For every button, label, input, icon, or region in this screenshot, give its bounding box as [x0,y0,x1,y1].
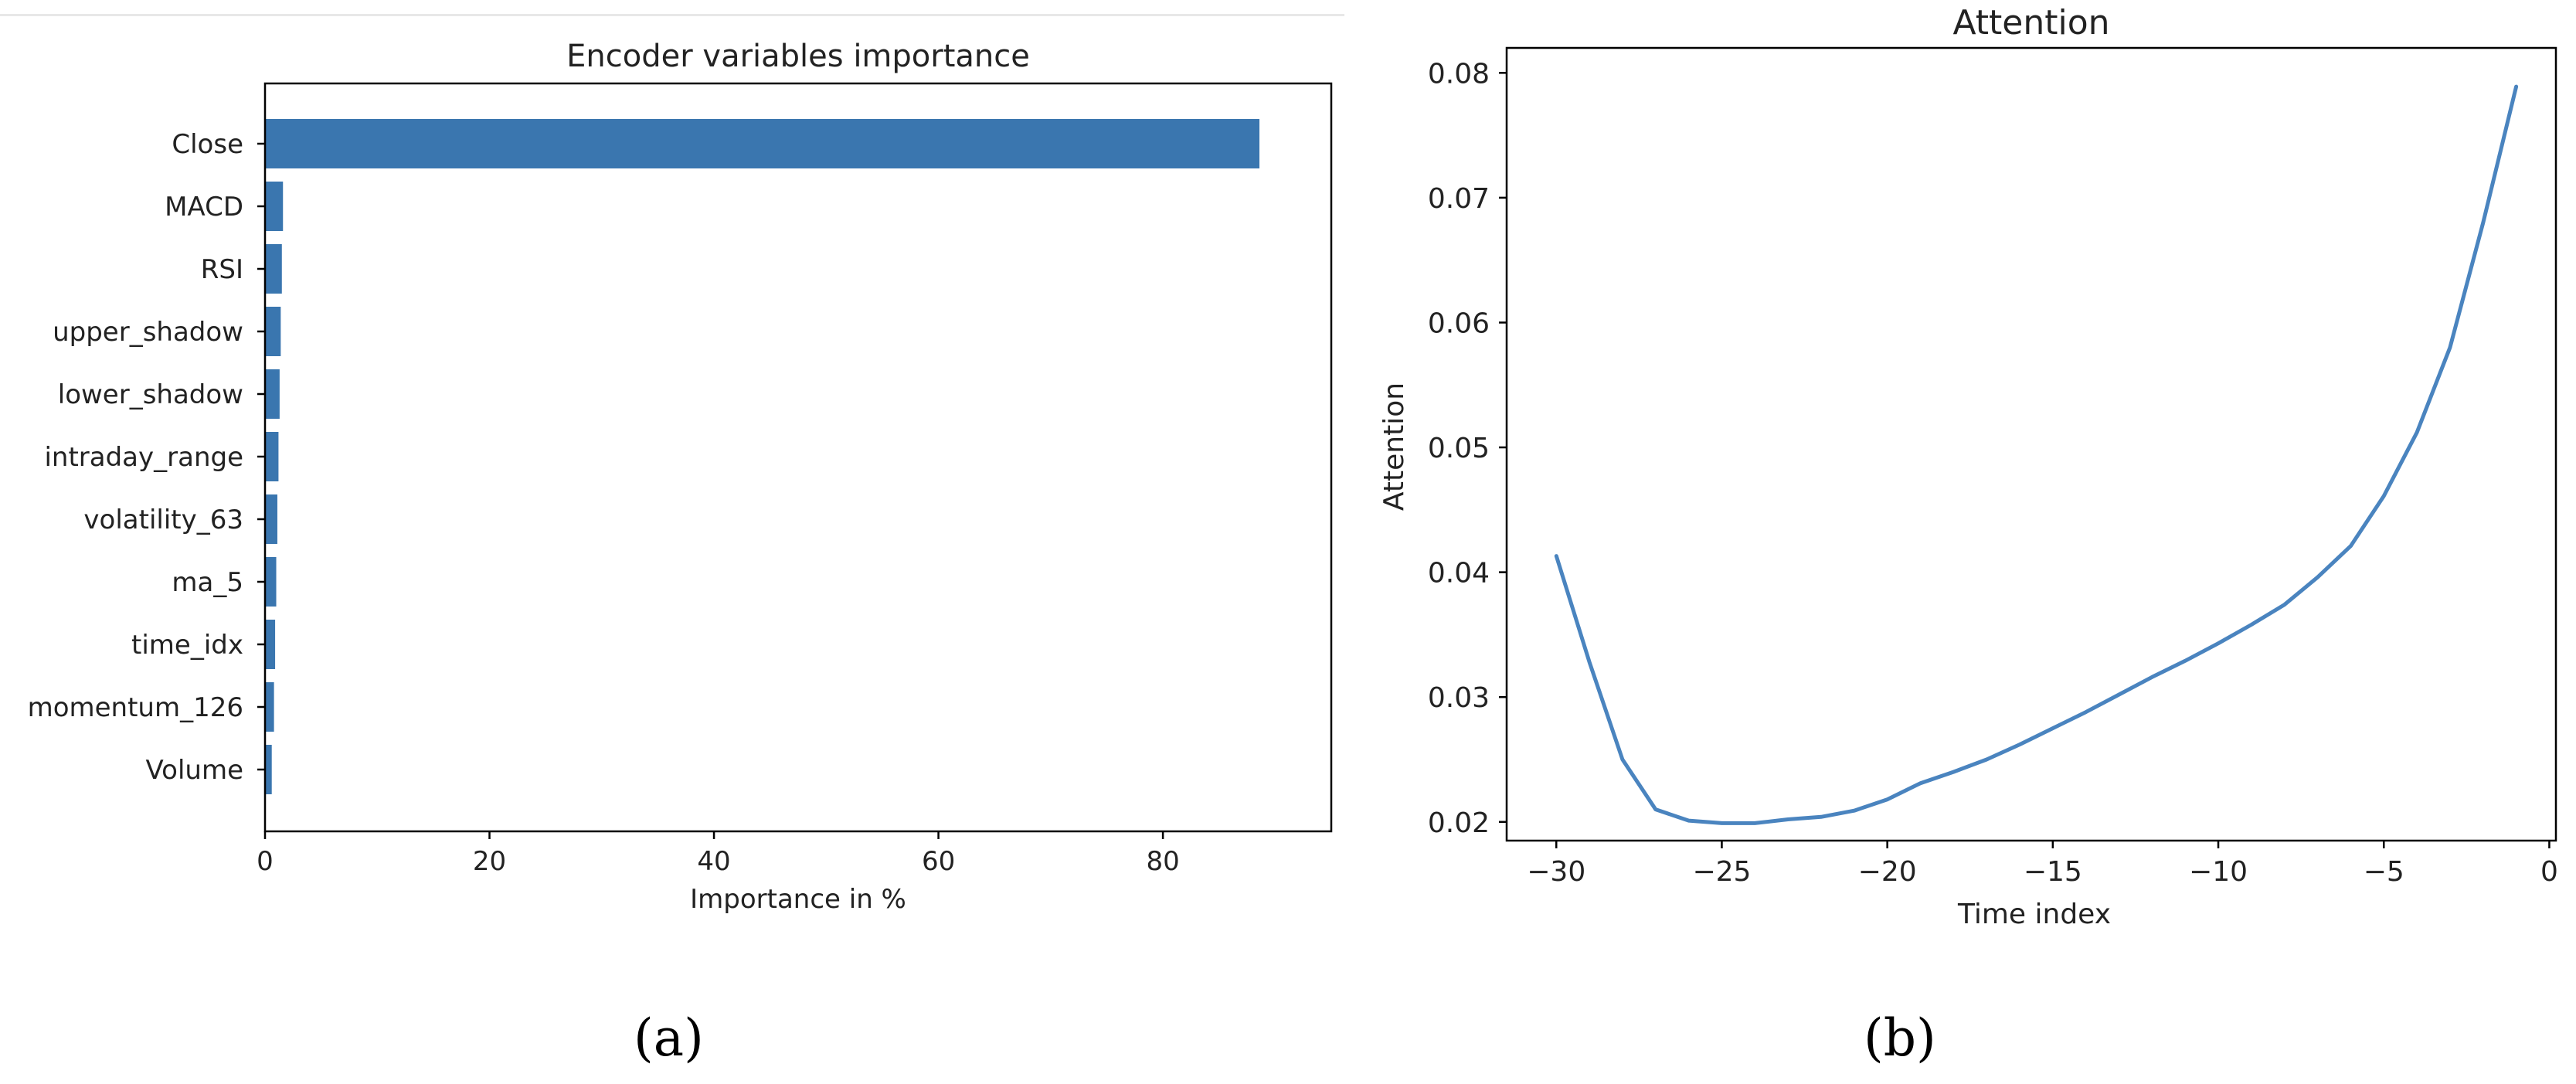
top-rule [0,14,1344,16]
ytick-label: RSI [201,254,243,285]
xtick-label: −15 [2024,856,2082,888]
bar-intraday-range [265,432,279,481]
xtick-label: 20 [473,846,506,877]
xtick-label: −20 [1858,856,1917,888]
ytick-label: volatility_63 [83,505,243,535]
bar-time-idx [265,620,276,669]
ytick-label: 0.05 [1428,433,1490,464]
ytick-label: Close [172,129,243,160]
caption-a: (a) [634,1008,704,1068]
ytick-label: momentum_126 [28,692,243,723]
attention-chart-axes-frame [1505,46,2557,842]
importance-chart-xlabel: Importance in % [690,884,906,915]
ytick-label: upper_shadow [53,317,243,348]
importance-chart-title: Encoder variables importance [566,39,1030,74]
bar-macd [265,182,284,231]
ytick-label: 0.06 [1428,308,1490,339]
bar-volatility-63 [265,494,277,544]
ytick-label: 0.04 [1428,558,1490,590]
attention-series-line [1554,84,2519,825]
xtick-label: 80 [1146,846,1179,877]
bar-rsi [265,244,282,294]
ytick-label: 0.07 [1428,183,1490,215]
ytick-label: intraday_range [44,442,243,473]
xtick-label: 0 [2540,856,2558,888]
bar-momentum-126 [265,682,274,732]
xtick-label: −10 [2189,856,2248,888]
bar-ma-5 [265,557,277,607]
ytick-label: time_idx [131,630,243,661]
importance-chart: Encoder variables importance Close MACD RS… [28,39,1333,915]
xtick-label: −30 [1527,856,1585,888]
xtick-label: 0 [257,846,274,877]
ytick-label: 0.08 [1428,58,1490,90]
caption-b: (b) [1864,1008,1936,1068]
attention-chart-title: Attention [1952,3,2109,42]
ytick-label: 0.02 [1428,807,1490,839]
attention-chart: Attention 0.02 0.03 0.04 0.05 0.06 0.07 0.08 −… [1378,3,2558,930]
xtick-label: −5 [2364,856,2404,888]
ytick-label: 0.03 [1428,682,1490,714]
xtick-label: 40 [697,846,730,877]
bar-volume [265,745,272,794]
attention-chart-xlabel: Time index [1957,899,2111,930]
ytick-label: Volume [146,755,243,786]
attention-chart-ylabel: Attention [1378,382,1410,511]
bar-close [265,119,1260,168]
xtick-label: −25 [1692,856,1751,888]
ytick-label: lower_shadow [58,379,243,410]
ytick-label: ma_5 [172,567,243,598]
bar-lower-shadow [265,369,280,419]
bar-upper-shadow [265,307,281,356]
xtick-label: 60 [922,846,955,877]
ytick-label: MACD [165,192,243,223]
importance-chart-axes-frame [263,82,1333,833]
